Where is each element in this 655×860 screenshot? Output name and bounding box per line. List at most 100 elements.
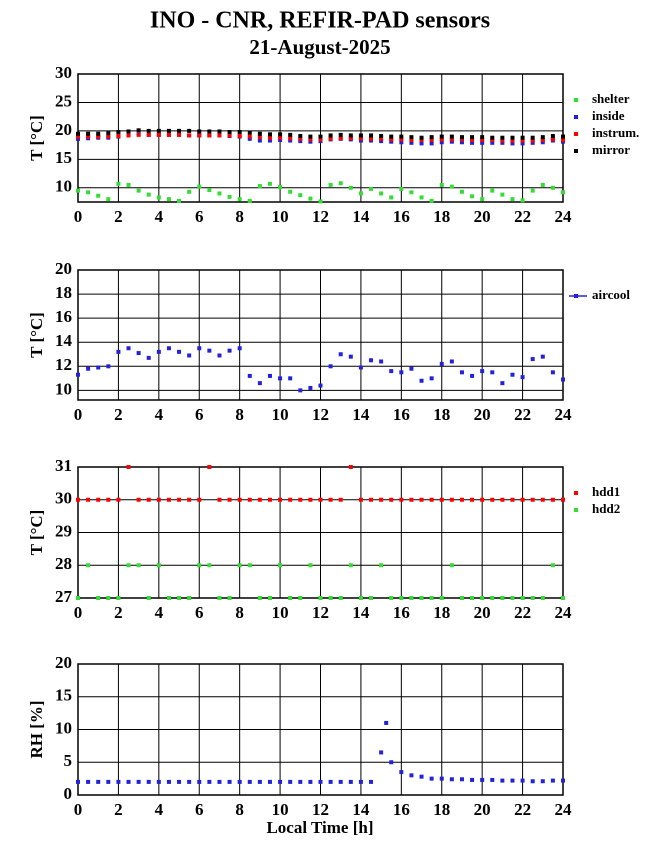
data-point (207, 133, 212, 138)
data-point (490, 497, 495, 502)
data-point (267, 138, 272, 143)
data-point (470, 596, 475, 600)
data-point (106, 134, 111, 139)
data-point (76, 596, 80, 600)
data-point (288, 376, 293, 381)
data-point (459, 135, 464, 140)
data-point (480, 497, 485, 502)
data-point (338, 779, 343, 784)
data-point (459, 596, 464, 600)
data-point (156, 497, 161, 502)
data-point (247, 497, 252, 502)
data-point (439, 361, 444, 366)
data-point (561, 596, 565, 600)
data-point (500, 596, 505, 600)
data-point (348, 133, 353, 138)
x-tick-label: 14 (352, 405, 370, 424)
data-point (328, 136, 333, 141)
data-point (389, 596, 394, 600)
data-point (561, 497, 565, 502)
data-point (530, 188, 535, 193)
x-tick-label: 0 (74, 603, 83, 622)
data-point (369, 596, 374, 600)
plot-frame (77, 663, 564, 796)
data-point (490, 135, 495, 140)
data-point (267, 373, 272, 378)
data-point (470, 777, 475, 782)
data-point (278, 563, 283, 568)
x-tick-label: 22 (514, 405, 531, 424)
data-point (550, 497, 555, 502)
data-point (217, 497, 222, 502)
data-point (500, 497, 505, 502)
x-tick-label: 22 (514, 207, 531, 226)
data-point (540, 135, 545, 140)
data-point (156, 563, 161, 568)
data-point (369, 186, 374, 191)
data-point (389, 760, 394, 765)
data-point (389, 139, 394, 144)
data-point (257, 497, 262, 502)
data-point (550, 137, 555, 142)
data-point (207, 348, 212, 353)
data-point (530, 779, 535, 784)
data-point (156, 132, 161, 137)
y-tick-label: 12 (55, 355, 72, 374)
data-point (459, 497, 464, 502)
data-point (399, 770, 404, 775)
data-point (490, 137, 495, 142)
data-point (247, 373, 252, 378)
data-point (177, 132, 182, 137)
data-point (237, 197, 242, 202)
legend-label: instrum. (592, 125, 639, 140)
data-point (328, 133, 333, 138)
data-point (439, 596, 444, 600)
legend-marker (574, 294, 578, 298)
data-point (86, 366, 91, 371)
y-axis-label: T [°C] (27, 510, 46, 556)
data-point (86, 779, 91, 784)
legend-label: aircool (592, 287, 630, 302)
x-tick-label: 14 (352, 207, 370, 226)
data-point (267, 497, 272, 502)
data-point (86, 190, 91, 195)
data-point (459, 777, 464, 782)
data-point (399, 186, 404, 191)
data-point (348, 563, 353, 568)
data-point (288, 136, 293, 141)
data-point (308, 385, 313, 390)
data-point (308, 563, 313, 568)
data-point (308, 137, 313, 142)
data-point (470, 137, 475, 142)
data-point (197, 346, 202, 351)
y-tick-label: 27 (55, 587, 73, 606)
data-point (369, 779, 374, 784)
legend-label: hdd1 (592, 484, 620, 499)
data-point (439, 140, 444, 145)
x-tick-label: 22 (514, 800, 531, 819)
x-tick-label: 20 (474, 405, 491, 424)
data-point (348, 354, 353, 359)
data-point (207, 188, 212, 193)
data-point (217, 133, 222, 138)
data-point (96, 134, 101, 139)
legend-label: inside (592, 108, 625, 123)
data-point (348, 779, 353, 784)
data-point (298, 136, 303, 141)
y-axis-label: T [°C] (27, 115, 46, 161)
y-tick-label: 18 (55, 283, 72, 302)
data-point (177, 128, 182, 133)
data-point (540, 137, 545, 142)
data-point (187, 189, 192, 194)
data-point (166, 128, 171, 133)
data-point (348, 136, 353, 141)
data-point (308, 497, 313, 502)
legend-label: hdd2 (592, 501, 620, 516)
data-point (166, 346, 171, 351)
data-point (156, 349, 161, 354)
data-point (358, 133, 363, 138)
data-point (126, 346, 131, 351)
data-point (146, 192, 151, 197)
data-point (540, 354, 545, 359)
legend-marker (574, 149, 578, 153)
